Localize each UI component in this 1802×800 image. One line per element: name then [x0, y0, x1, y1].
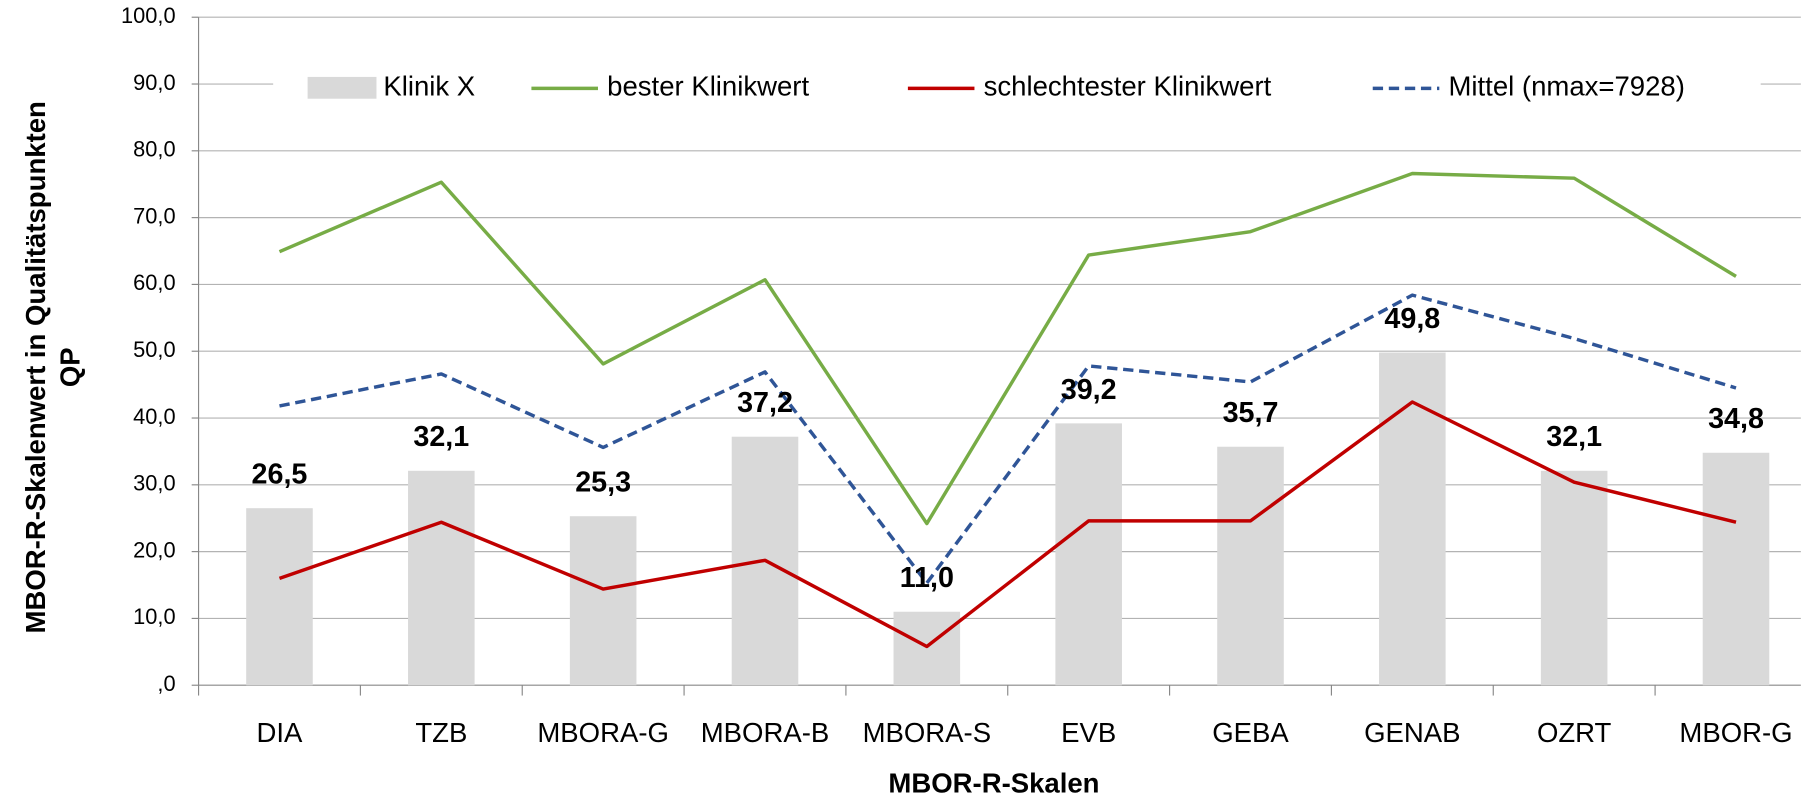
data-label: 37,2: [737, 387, 793, 419]
data-label: 32,1: [1546, 421, 1602, 453]
x-tick-label: MBORA-G: [537, 717, 669, 748]
data-label: 25,3: [575, 467, 631, 499]
bar: [569, 516, 637, 686]
x-tick-label: MBORA-S: [863, 717, 992, 748]
bar: [1217, 446, 1284, 686]
y-tick-label: 70,0: [133, 203, 175, 228]
x-tick-label: DIA: [257, 717, 304, 748]
bar: [1540, 470, 1608, 686]
bar: [1379, 352, 1446, 686]
x-tick-label: MBOR-G: [1679, 717, 1792, 748]
x-tick-label: GENAB: [1364, 717, 1460, 748]
bar: [893, 611, 961, 686]
data-label: 35,7: [1223, 397, 1279, 429]
y-axis-title: MBOR-R-Skalenwert in Qualitätspunkten: [20, 101, 51, 633]
y-tick-label: 100,0: [121, 3, 176, 28]
bar: [408, 470, 475, 686]
x-tick-label: OZRT: [1537, 717, 1612, 748]
y-tick-label: 40,0: [133, 404, 175, 429]
legend-label: schlechtester Klinikwert: [984, 71, 1272, 102]
legend-swatch: [307, 76, 377, 99]
x-tick-label: GEBA: [1212, 717, 1289, 748]
x-tick-label: EVB: [1061, 717, 1116, 748]
data-label: 32,1: [413, 421, 469, 453]
line-series: [278, 171, 1737, 526]
x-tick-label: MBORA-B: [701, 717, 830, 748]
y-tick-label: 60,0: [133, 270, 175, 295]
data-label: 49,8: [1384, 303, 1440, 335]
x-axis-title: MBOR-R-Skalen: [888, 767, 1099, 798]
line-series: [278, 400, 1737, 649]
bar: [1055, 423, 1122, 686]
y-tick-label: ,0: [157, 671, 175, 696]
y-axis-title: QP: [55, 347, 86, 387]
y-tick-label: 80,0: [133, 137, 175, 162]
data-label: 26,5: [252, 459, 308, 491]
data-label: 34,8: [1708, 403, 1764, 435]
legend-background: [273, 66, 1761, 111]
bar: [246, 508, 313, 686]
legend-label: Klinik X: [383, 71, 475, 102]
bar: [1702, 452, 1770, 686]
y-tick-label: 50,0: [133, 337, 175, 362]
y-tick-label: 90,0: [133, 70, 175, 95]
legend-label: bester Klinikwert: [607, 71, 809, 102]
y-tick-label: 10,0: [133, 604, 175, 629]
line-series: [279, 293, 1737, 585]
y-tick-label: 20,0: [133, 537, 175, 562]
y-tick-label: 30,0: [133, 471, 175, 496]
x-tick-label: TZB: [415, 717, 467, 748]
data-label: 11,0: [900, 562, 954, 594]
legend-label: Mittel (nmax=7928): [1448, 71, 1684, 102]
data-label: 39,2: [1061, 374, 1117, 406]
